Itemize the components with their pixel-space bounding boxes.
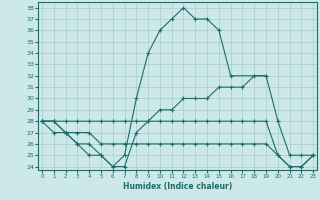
X-axis label: Humidex (Indice chaleur): Humidex (Indice chaleur) (123, 182, 232, 191)
